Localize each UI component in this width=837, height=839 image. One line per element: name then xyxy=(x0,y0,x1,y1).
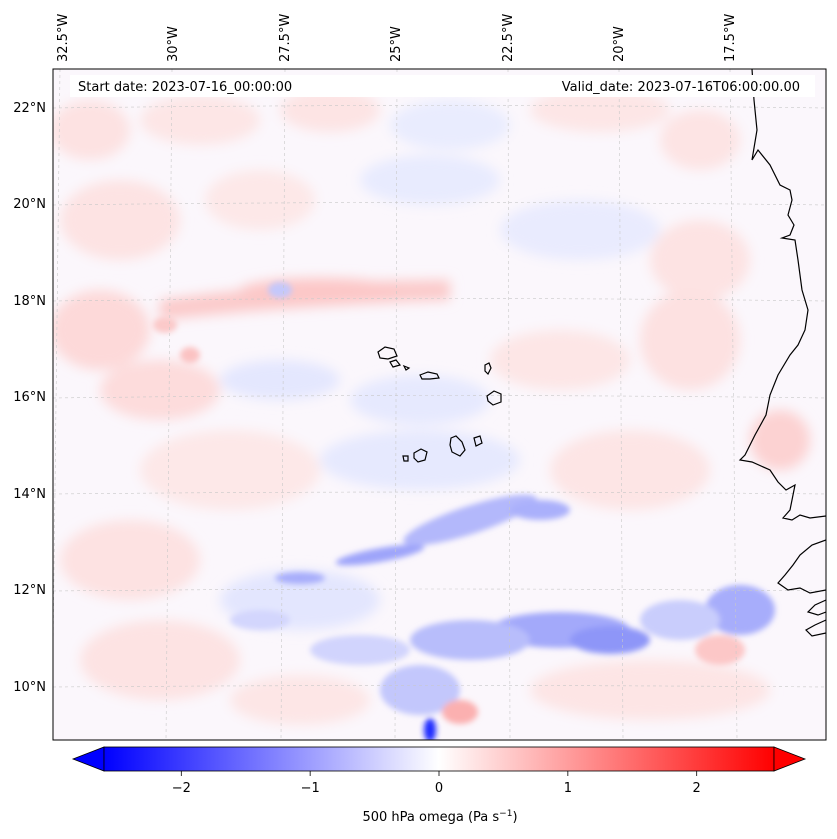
lat-label: 14°N xyxy=(13,487,46,502)
gridline-lon-22-5 xyxy=(507,69,511,740)
gridline-lon-30 xyxy=(165,69,173,740)
colorbar-ticks: −2 −1 0 1 2 xyxy=(172,771,701,796)
bijagos-coast xyxy=(805,619,826,637)
gridline-lat-20 xyxy=(53,202,826,206)
colorbar-tick-label: 2 xyxy=(693,781,701,796)
lat-label: 22°N xyxy=(13,101,46,116)
lon-label: 25°W xyxy=(389,26,404,62)
gridline-lat-10 xyxy=(53,685,826,688)
header-box xyxy=(70,75,815,97)
longitude-labels: 32.5°W 30°W 27.5°W 25°W 22.5°W 20°W 17.5… xyxy=(56,14,738,62)
west-africa-coast xyxy=(738,69,826,521)
gridline-lat-18 xyxy=(53,298,826,302)
lon-label: 27.5°W xyxy=(278,14,293,62)
colorbar-tick-label: −1 xyxy=(301,781,320,796)
guinea-coast xyxy=(806,599,826,616)
lat-label: 10°N xyxy=(13,680,46,695)
island-sal xyxy=(484,362,492,376)
lon-label: 30°W xyxy=(166,26,181,62)
colorbar-label: 500 hPa omega (Pa s−1) xyxy=(362,809,517,825)
island-boa-vista xyxy=(486,390,502,406)
gridline-lon-17-5 xyxy=(729,69,738,740)
map-frame xyxy=(52,68,827,741)
lon-label: 22.5°W xyxy=(501,14,516,62)
island-fogo xyxy=(413,448,428,463)
coastlines xyxy=(377,69,826,637)
lat-label: 20°N xyxy=(13,197,46,212)
island-maio xyxy=(473,435,483,447)
gridline-lon-27-5 xyxy=(280,69,286,740)
colorbar: −2 −1 0 1 2 500 hPa omega (Pa s−1) xyxy=(71,746,807,825)
gridline-lat-16 xyxy=(53,395,826,399)
lon-label: 20°W xyxy=(612,26,627,62)
colorbar-extend-max xyxy=(773,746,807,772)
island-santiago xyxy=(449,435,466,457)
gridline-lon-20 xyxy=(618,69,624,740)
colorbar-tick-label: 1 xyxy=(564,781,572,796)
colorbar-tick-label: 0 xyxy=(435,781,443,796)
island-brava xyxy=(402,455,409,462)
start-date-text: Start date: 2023-07-16_00:00:00 xyxy=(78,80,292,95)
gridline-lat-22 xyxy=(53,105,826,109)
valid-date-text: Valid_date: 2023-07-16T06:00:00.00 xyxy=(562,80,800,95)
guinea-bissau-coast xyxy=(777,539,826,594)
map-panel: Start date: 2023-07-16_00:00:00 Valid_da… xyxy=(52,68,827,741)
colorbar-ramp xyxy=(103,746,775,772)
omega-field-strong xyxy=(153,282,775,740)
colorbar-extend-min xyxy=(71,746,105,772)
island-sao-vicente xyxy=(389,359,402,368)
lon-label: 32.5°W xyxy=(56,14,71,62)
latitude-labels: 22°N 20°N 18°N 16°N 14°N 12°N 10°N xyxy=(13,101,46,695)
lat-label: 16°N xyxy=(13,390,46,405)
lat-label: 12°N xyxy=(13,583,46,598)
gridline-lat-12 xyxy=(53,588,826,592)
colorbar-tick-label: −2 xyxy=(172,781,191,796)
lat-label: 18°N xyxy=(13,294,46,309)
gridline-lat-14 xyxy=(53,491,826,495)
omega-field xyxy=(53,88,810,740)
gridline-lon-25 xyxy=(394,69,398,740)
island-sao-nicolau xyxy=(419,371,440,380)
lon-label: 17.5°W xyxy=(723,14,738,62)
island-santa-luzia xyxy=(402,364,411,371)
island-santo-antao xyxy=(377,346,398,360)
